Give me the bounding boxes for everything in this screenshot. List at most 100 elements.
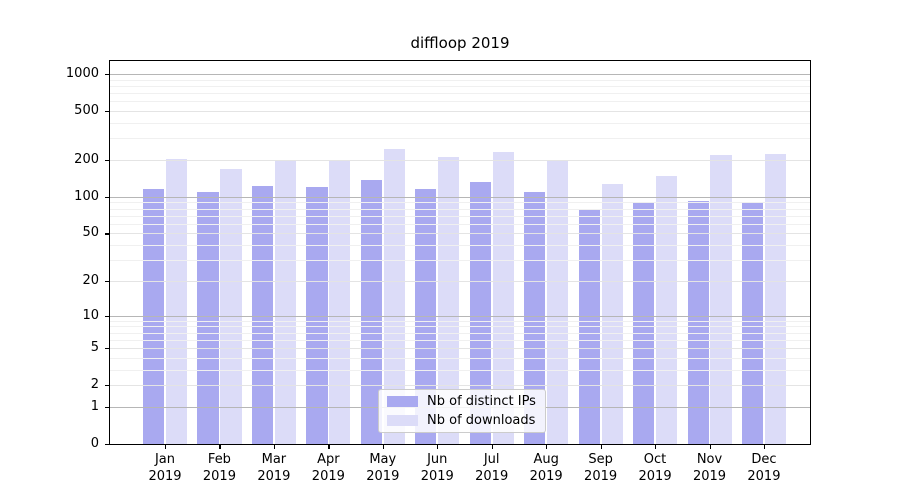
minor-gridline — [110, 122, 810, 124]
minor-gridline — [110, 369, 810, 371]
x-tick-month: Mar — [261, 452, 287, 467]
x-tick-label: Aug 2019 — [516, 451, 576, 485]
y-tick-mark — [105, 159, 110, 162]
x-tick-label: Apr 2019 — [298, 451, 358, 485]
gridline — [110, 196, 810, 198]
gridline — [110, 74, 810, 75]
x-tick-month: Sep — [588, 452, 613, 467]
bar-distinct-ips — [469, 182, 491, 444]
y-tick-mark — [105, 196, 110, 199]
x-tick-mark — [328, 444, 330, 449]
gridline — [110, 348, 810, 350]
legend-label-distinct-ips: Nb of distinct IPs — [427, 394, 536, 409]
x-tick-year: 2019 — [475, 469, 509, 484]
bar-downloads — [165, 158, 188, 444]
minor-gridline — [110, 245, 810, 247]
x-tick-label: Oct 2019 — [625, 451, 685, 485]
minor-gridline — [110, 101, 810, 103]
gridline — [110, 385, 810, 387]
x-tick-mark — [600, 444, 602, 449]
y-tick-label: 10 — [82, 307, 99, 323]
gridline — [110, 315, 810, 317]
bar-distinct-ips — [687, 201, 709, 444]
gridline — [110, 111, 810, 113]
x-tick-mark — [382, 444, 384, 449]
y-tick-mark — [105, 111, 110, 113]
bar-downloads — [764, 153, 787, 444]
bar-distinct-ips — [251, 185, 274, 444]
x-tick-year: 2019 — [148, 469, 182, 484]
legend-item-downloads: Nb of downloads — [387, 411, 545, 430]
x-tick-mark — [219, 444, 221, 449]
minor-gridline — [110, 85, 810, 87]
minor-gridline — [110, 223, 810, 225]
x-tick-year: 2019 — [747, 469, 781, 484]
x-tick-month: Dec — [751, 452, 777, 467]
x-tick-mark — [165, 444, 167, 449]
minor-gridline — [110, 339, 810, 341]
x-tick-year: 2019 — [638, 469, 672, 484]
x-tick-month: Jan — [154, 452, 176, 467]
bar-downloads — [438, 157, 460, 444]
x-tick-mark — [491, 444, 493, 449]
legend-swatch-distinct-ips — [387, 396, 418, 407]
x-tick-label: Nov 2019 — [680, 451, 740, 485]
x-tick-label: Feb 2019 — [189, 451, 249, 485]
x-tick-month: Jun — [427, 452, 448, 467]
bar-downloads — [710, 154, 732, 444]
plot-area — [110, 61, 810, 444]
bar-distinct-ips — [197, 191, 219, 444]
y-tick-mark — [105, 385, 110, 387]
y-tick-mark — [105, 74, 110, 76]
chart-title: diffloop 2019 — [410, 34, 510, 52]
bar-distinct-ips — [741, 201, 764, 444]
x-tick-mark — [709, 444, 711, 449]
bar-downloads — [655, 176, 678, 444]
x-tick-year: 2019 — [692, 469, 727, 484]
x-tick-month: Apr — [317, 452, 340, 467]
minor-gridline — [110, 93, 810, 95]
x-tick-month: Aug — [533, 452, 559, 467]
x-tick-year: 2019 — [202, 469, 236, 484]
minor-gridline — [110, 326, 810, 328]
y-tick-label: 0 — [90, 436, 99, 451]
y-tick-label: 100 — [74, 188, 99, 204]
x-tick-year: 2019 — [257, 469, 291, 484]
y-tick-label: 200 — [74, 151, 99, 167]
bar-downloads — [547, 161, 569, 444]
y-tick-label: 1000 — [65, 66, 99, 81]
x-tick-mark — [655, 444, 657, 449]
x-tick-label: Sep 2019 — [571, 451, 631, 485]
y-tick-mark — [105, 406, 110, 409]
x-tick-month: Feb — [207, 452, 231, 467]
y-tick-label: 5 — [90, 340, 99, 356]
x-tick-label: Jul 2019 — [462, 451, 522, 485]
minor-gridline — [110, 260, 810, 262]
x-tick-year: 2019 — [584, 469, 618, 484]
bar-downloads — [329, 159, 351, 444]
minor-gridline — [110, 138, 810, 140]
gridline — [110, 233, 810, 235]
x-tick-month: Oct — [643, 452, 667, 467]
minor-gridline — [110, 208, 810, 210]
minor-gridline — [110, 202, 810, 204]
y-tick-mark — [105, 348, 110, 350]
y-tick-label: 2 — [90, 377, 99, 393]
x-tick-label: May 2019 — [353, 451, 413, 485]
x-tick-mark — [546, 444, 548, 449]
gridline — [110, 159, 810, 161]
y-tick-label: 500 — [74, 103, 99, 119]
x-tick-year: 2019 — [366, 469, 400, 484]
minor-gridline — [110, 215, 810, 217]
y-tick-mark — [105, 280, 110, 283]
legend-label-downloads: Nb of downloads — [427, 413, 536, 428]
y-tick-label: 1 — [90, 398, 99, 414]
x-tick-label: Dec 2019 — [734, 451, 794, 485]
bar-distinct-ips — [633, 201, 655, 444]
bar-downloads — [274, 159, 296, 444]
y-tick-mark — [105, 315, 110, 317]
bar-downloads — [492, 151, 514, 444]
x-tick-mark — [437, 444, 439, 449]
x-tick-mark — [763, 444, 766, 449]
